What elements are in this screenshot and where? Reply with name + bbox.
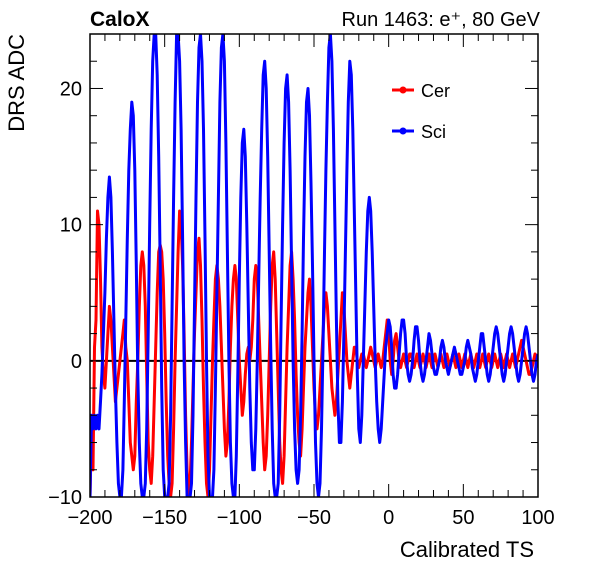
y-tick-label: 10 [60, 215, 82, 237]
y-tick-label: 0 [71, 351, 82, 373]
x-tick-label: −200 [67, 507, 112, 529]
legend-label-cer: Cer [421, 81, 450, 101]
chart-title-right: Run 1463: e⁺, 80 GeV [342, 9, 541, 31]
y-axis-label: DRS ADC [4, 34, 29, 132]
legend-marker-sci [399, 127, 407, 135]
series-line-sci [90, 34, 538, 497]
legend-label-sci: Sci [421, 122, 446, 142]
chart-title-left: CaloX [90, 8, 150, 31]
x-tick-label: 50 [452, 507, 474, 529]
axis-ticks [89, 33, 539, 498]
y-tick-label: 20 [60, 78, 82, 100]
legend-marker-cer [399, 86, 407, 94]
series-layer [90, 34, 538, 497]
x-tick-label: 0 [383, 507, 394, 529]
x-tick-label: −150 [142, 507, 187, 529]
x-tick-label: −50 [297, 507, 331, 529]
x-axis-label: Calibrated TS [400, 537, 534, 562]
x-tick-label: −100 [217, 507, 262, 529]
legend-entry-cer: Cer [392, 81, 450, 101]
legend-entry-sci: Sci [392, 122, 446, 142]
y-tick-label: −10 [48, 487, 82, 509]
x-tick-label: 100 [521, 507, 554, 529]
legend: Cer Sci [392, 81, 450, 142]
